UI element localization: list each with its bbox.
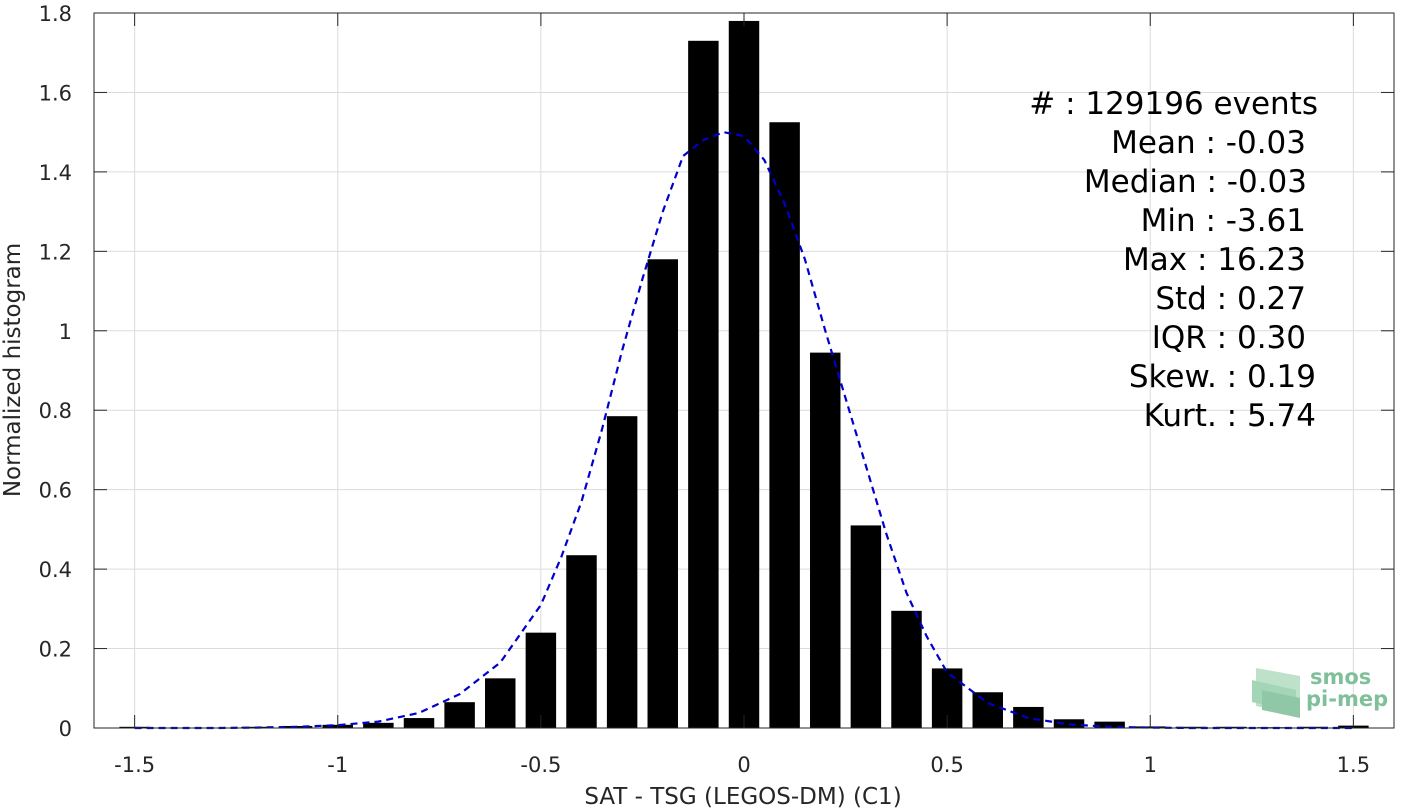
histogram-bar [972,692,1003,728]
histogram-bar [403,718,435,728]
x-tick-label: 0 [737,753,750,777]
y-tick-label: 1.8 [39,2,72,26]
histogram-bar [728,20,760,728]
axis-ticks [94,12,1394,729]
y-tick-label: 0 [59,717,72,741]
x-tick-labels: -1.5 -1 -0.5 0 0.5 1 1.5 [114,753,1370,777]
y-tick-label: 0.4 [39,558,72,582]
x-tick-label: -1 [327,753,348,777]
histogram-bar [363,722,394,728]
logo-text-pi-mep: pi-mep [1306,687,1388,711]
y-tick-labels: 0 0.2 0.4 0.6 0.8 1 1.2 1.4 1.6 1.8 [39,2,72,741]
histogram-bar [810,352,841,728]
histogram-bar [525,632,557,728]
y-tick-label: 0.6 [39,479,72,503]
y-axis-label: Normalized histogram [0,243,26,497]
stat-line: Mean : -0.03 [1111,125,1306,161]
x-tick-label: 1.5 [1337,753,1370,777]
y-tick-label: 0.2 [39,638,72,662]
logo-text-smos: smos [1310,665,1371,689]
histogram-bar [647,259,678,728]
y-tick-label: 1 [59,320,72,344]
histogram-bar [769,122,800,729]
stat-line: Std : 0.27 [1155,281,1306,317]
stat-line: # : 129196 events [1029,86,1318,122]
x-tick-label: 1 [1144,753,1157,777]
histogram-bar [606,416,638,728]
histogram-bar [850,525,882,728]
x-tick-label: 0.5 [930,753,963,777]
histogram-bar [1094,721,1125,728]
stat-line: Max : 16.23 [1123,242,1306,278]
x-axis-label: SAT - TSG (LEGOS-DM) (C1) [584,784,901,809]
y-tick-label: 1.6 [39,81,72,105]
histogram-bar [485,678,516,728]
fit-curve [134,131,1354,730]
y-tick-label: 0.8 [39,399,72,423]
smos-pi-mep-logo: smos pi-mep [1252,665,1388,718]
y-tick-label: 1.2 [39,240,72,264]
histogram-bar [688,40,719,729]
y-tick-label: 1.4 [39,161,72,185]
x-tick-label: -0.5 [520,753,561,777]
x-tick-label: -1.5 [114,753,155,777]
logo-mark-icon [1252,668,1300,718]
histogram-bar [566,555,597,728]
stat-line: Min : -3.61 [1141,203,1306,239]
histogram-bar [444,702,475,728]
stat-line: Kurt. : 5.74 [1144,398,1316,434]
stat-line: IQR : 0.30 [1152,320,1306,356]
histogram-bars [119,20,1369,729]
stat-line: Median : -0.03 [1084,164,1307,200]
stat-line: Skew. : 0.19 [1129,359,1316,395]
histogram-bar [891,610,922,728]
